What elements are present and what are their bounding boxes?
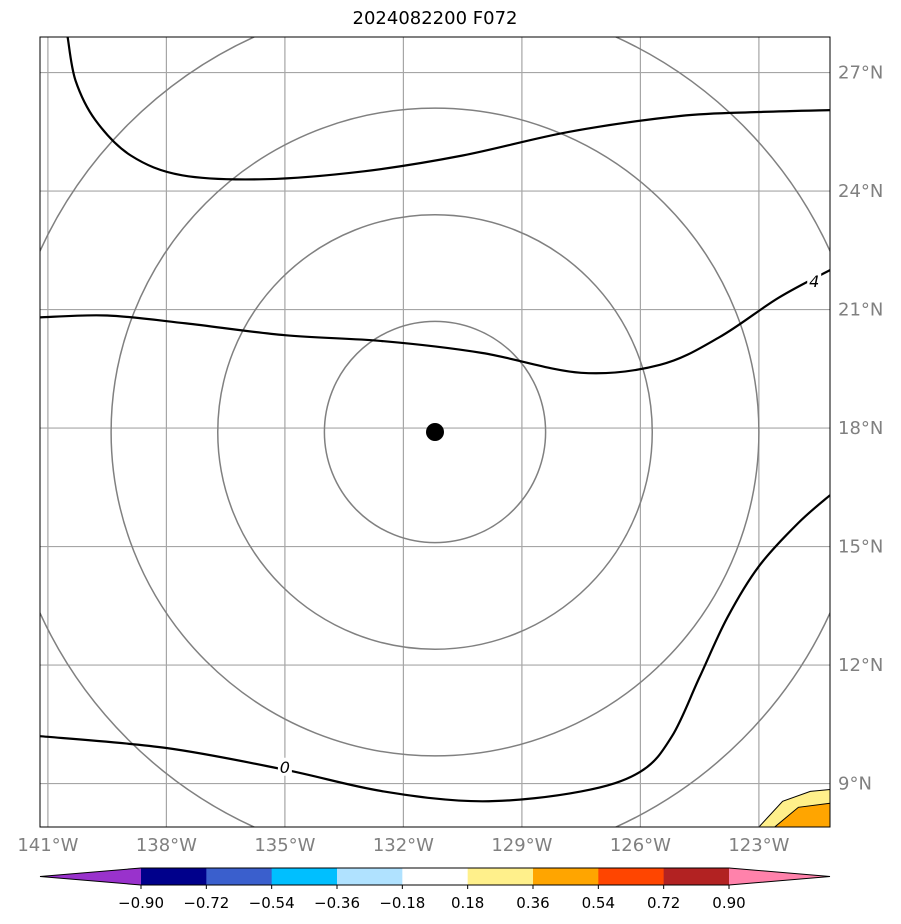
colorbar-tick-label: 0.72 <box>647 894 680 912</box>
range-ring-2 <box>217 214 653 650</box>
colorbar-tick-label: −0.18 <box>379 894 425 912</box>
colorbar-extend-high <box>729 868 830 885</box>
range-ring-1 <box>323 320 547 544</box>
contour-label-bg <box>807 271 822 290</box>
range-ring-3 <box>110 107 760 757</box>
lat-tick-label: 21°N <box>838 300 883 321</box>
colorbar-tick-label: −0.72 <box>183 894 229 912</box>
colorbar-segment <box>271 868 338 885</box>
colorbar-tick-label: −0.54 <box>249 894 295 912</box>
lon-tick-label: 138°W <box>136 835 197 856</box>
colorbar-segment <box>402 868 469 885</box>
colorbar-tick-label: 0.90 <box>712 894 745 912</box>
lat-tick-label: 9°N <box>838 774 872 795</box>
contour-lines: 40 <box>40 37 830 803</box>
lat-tick-label: 18°N <box>838 418 883 439</box>
colorbar-extend-low <box>40 868 141 885</box>
map-frame <box>39 36 831 828</box>
longitude-tick-labels: 141°W 138°W 135°W 132°W 129°W 126°W 123°W <box>17 835 789 856</box>
colorbar-segment <box>206 868 273 885</box>
range-rings <box>40 37 830 827</box>
colorbar-tick-label: −0.90 <box>118 894 164 912</box>
contour-label: 0 <box>280 758 290 777</box>
colorbar-segment <box>533 868 599 885</box>
colorbar-segment <box>467 868 534 885</box>
colorbar-segment <box>598 868 665 885</box>
filled-contours <box>758 788 830 827</box>
contour-line-1 <box>40 269 830 375</box>
storm-center <box>426 423 444 441</box>
lat-tick-label: 27°N <box>838 63 883 84</box>
contour-label-bg <box>277 757 292 776</box>
colorbar-segment <box>663 868 730 885</box>
colorbar-tick-label: −0.36 <box>314 894 360 912</box>
colorbar-tick-label: 0.18 <box>451 894 484 912</box>
colorbar: −0.90 −0.72 −0.54 −0.36 −0.18 0.18 0.36 0.54 0.7… <box>39 867 831 912</box>
lon-tick-label: 135°W <box>254 835 315 856</box>
lat-tick-label: 24°N <box>838 181 883 202</box>
lat-lon-gridlines <box>40 37 830 827</box>
lon-tick-label: 126°W <box>610 835 671 856</box>
lat-tick-label: 12°N <box>838 655 883 676</box>
contour-label: 4 <box>809 272 819 291</box>
lat-tick-label: 15°N <box>838 537 883 558</box>
contour-line-2 <box>40 494 830 803</box>
latitude-tick-labels: 9°N 12°N 15°N 18°N 21°N 24°N 27°N <box>838 63 883 795</box>
colorbar-segment <box>337 868 403 885</box>
colorbar-tick-label: 0.54 <box>582 894 615 912</box>
contour-line-0 <box>66 37 830 181</box>
lon-tick-label: 132°W <box>373 835 434 856</box>
lon-tick-label: 123°W <box>728 835 789 856</box>
filled-region-1 <box>773 802 830 827</box>
colorbar-tick-label: 0.36 <box>516 894 549 912</box>
lon-tick-label: 141°W <box>17 835 78 856</box>
lon-tick-label: 129°W <box>491 835 552 856</box>
colorbar-segment <box>141 868 207 885</box>
map-title: 2024082200 F072 <box>352 8 518 29</box>
storm-center-marker <box>426 423 444 441</box>
